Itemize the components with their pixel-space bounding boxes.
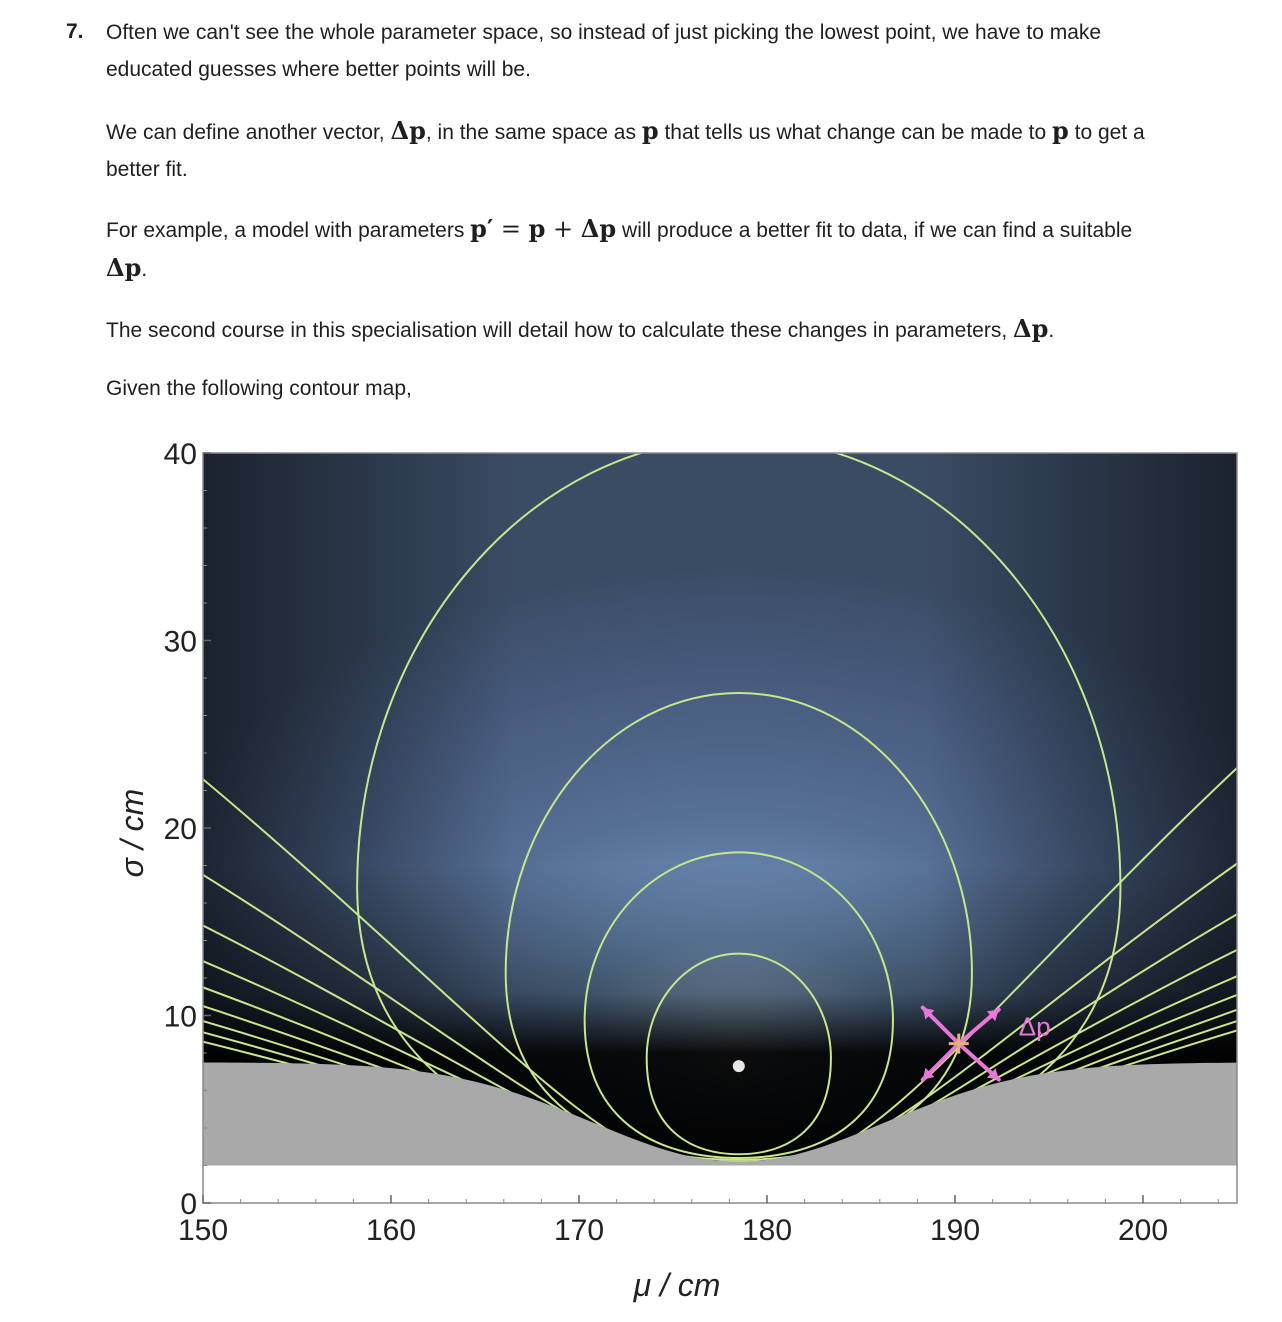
intro-line-1: Often we can't see the whole parameter s… xyxy=(106,21,1102,44)
contour-line xyxy=(583,851,894,1160)
y-axis-label: σ / cm xyxy=(114,789,150,878)
x-tick-label: 180 xyxy=(742,1214,792,1247)
minimum-highlight xyxy=(732,1060,745,1073)
contour-map-figure: Δp 150 160 170 180 190 200 0 10 20 30 40 μ / cm σ / … xyxy=(90,430,1260,1310)
x-tick-label: 190 xyxy=(930,1214,980,1247)
y-tick-label: 10 xyxy=(164,1001,197,1034)
question-number: 7. xyxy=(66,20,84,43)
x-tick-label: 160 xyxy=(366,1214,416,1247)
x-axis-label: μ / cm xyxy=(633,1267,721,1303)
delta-p-arrowhead xyxy=(986,1009,999,1022)
given-paragraph: Given the following contour map, xyxy=(106,377,412,400)
lower-white-band xyxy=(203,1165,1237,1203)
y-tick-label: 30 xyxy=(164,626,197,659)
delta-p-arrowhead xyxy=(922,1007,935,1020)
example-line-2: Δp. xyxy=(106,253,148,282)
y-tick-label: 0 xyxy=(180,1188,197,1221)
contour-line xyxy=(504,691,973,1161)
delta-p-definition-paragraph: We can define another vector, Δp, in the… xyxy=(106,112,1226,188)
math-p: p xyxy=(1052,116,1069,145)
x-tick-label: 150 xyxy=(178,1214,228,1247)
intro-line-2: educated guesses where better points wil… xyxy=(106,58,531,81)
delta-p-label: Δp xyxy=(1019,1012,1051,1042)
math-delta-p: Δp xyxy=(106,253,142,282)
y-tick-label: 20 xyxy=(164,813,197,846)
contour-line xyxy=(645,952,832,1156)
definition-line-2: better fit. xyxy=(106,158,188,181)
y-tick-label: 40 xyxy=(164,438,197,471)
math-delta-p: Δp xyxy=(390,116,426,145)
delta-p-arrowhead xyxy=(922,1067,935,1080)
x-tick-label: 200 xyxy=(1118,1214,1168,1247)
example-paragraph: For example, a model with parameters p′ … xyxy=(106,210,1226,288)
x-tick-label: 170 xyxy=(554,1214,604,1247)
math-p: p xyxy=(528,214,546,243)
math-delta-p: Δp xyxy=(1013,314,1049,343)
delta-p-arrowhead xyxy=(986,1068,999,1080)
math-p: p xyxy=(641,116,659,145)
math-p-prime: p′ xyxy=(470,214,494,243)
definition-line-1: We can define another vector, Δp, in the… xyxy=(106,116,1145,145)
second-course-paragraph: The second course in this specialisation… xyxy=(106,314,1055,343)
contour-map-chart: Δp 150 160 170 180 190 200 0 10 20 30 40 μ / cm σ / … xyxy=(114,438,1238,1303)
intro-paragraph: Often we can't see the whole parameter s… xyxy=(106,14,1226,88)
math-delta-p: Δp xyxy=(580,214,617,243)
example-line-1: For example, a model with parameters p′ … xyxy=(106,214,1133,243)
